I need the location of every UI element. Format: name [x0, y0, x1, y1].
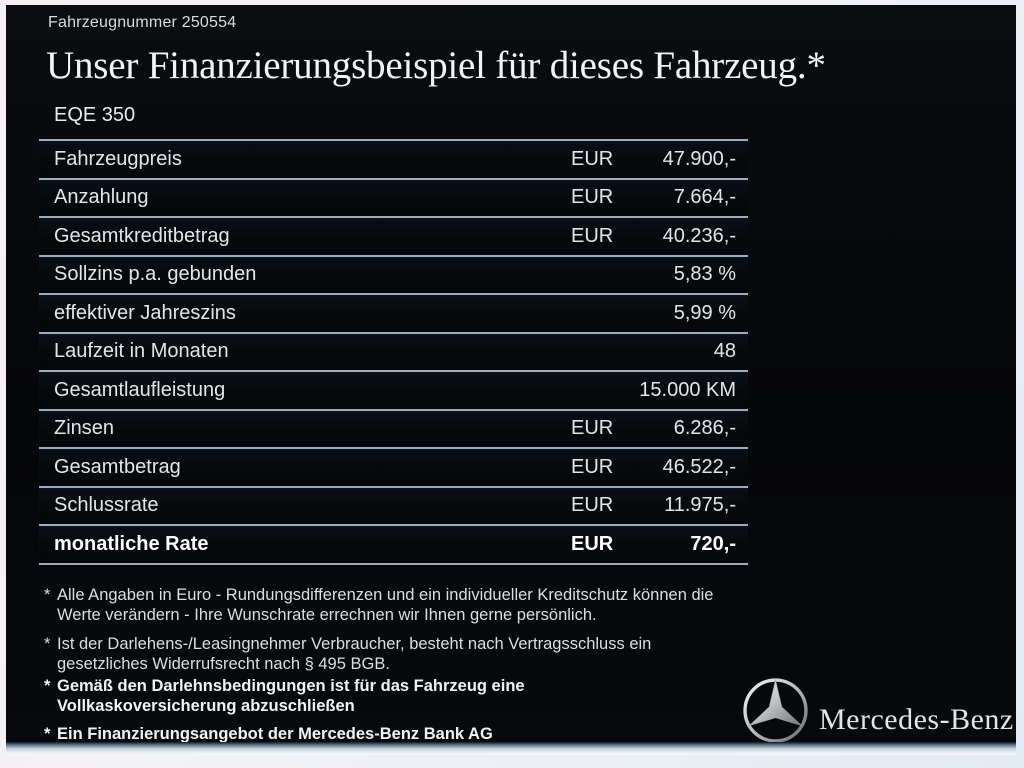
footnote: * Ein Finanzierungsangebot der Mercedes-… [44, 724, 744, 744]
row-value: 15.000 KM [639, 378, 736, 401]
row-label: Anzahlung [54, 186, 149, 209]
row-value: 5,99 % [673, 301, 736, 324]
table-row: Gesamtbetrag EUR 46.522,- [39, 447, 748, 486]
row-currency: EUR [571, 494, 614, 517]
vehicle-model: EQE 350 [54, 104, 136, 126]
row-label: effektiver Jahreszins [54, 301, 236, 324]
footnote-text: Gemäß den Darlehnsbedingungen ist für da… [57, 677, 525, 715]
row-value: 5,83 % [673, 263, 736, 286]
row-label: Laufzeit in Monaten [54, 340, 229, 363]
row-currency: EUR [571, 455, 614, 478]
row-label: Gesamtkreditbetrag [54, 224, 230, 247]
footnote: * Gemäß den Darlehnsbedingungen ist für … [44, 676, 744, 716]
table-row: Zinsen EUR 6.286,- [39, 408, 748, 447]
row-value: 11.975,- [664, 494, 736, 517]
row-currency: EUR [571, 186, 614, 209]
mercedes-star-icon [743, 678, 808, 743]
table-row: Schlussrate EUR 11.975,- [39, 485, 748, 524]
row-value: 48 [713, 340, 736, 363]
footnote-marker: * [44, 725, 51, 743]
table-row: Laufzeit in Monaten 48 [39, 331, 748, 370]
page-title: Unser Finanzierungsbeispiel für dieses F… [46, 44, 826, 87]
vehicle-number: Fahrzeugnummer 250554 [48, 14, 237, 31]
row-label: Zinsen [54, 417, 115, 440]
row-label: Sollzins p.a. gebunden [54, 263, 257, 286]
row-value: 6.286,- [673, 417, 736, 440]
table-row: Gesamtkreditbetrag EUR 40.236,- [39, 216, 748, 255]
row-currency: EUR [571, 224, 614, 247]
footnote-marker: * [44, 635, 51, 653]
row-value: 40.236,- [662, 224, 736, 247]
row-value: 7.664,- [673, 186, 736, 209]
footnote: * Ist der Darlehens-/Leasingnehmer Verbr… [44, 634, 744, 674]
row-currency: EUR [571, 147, 614, 170]
table-row: monatliche Rate EUR 720,- [39, 524, 748, 563]
table-row: Gesamtlaufleistung 15.000 KM [39, 370, 748, 409]
footnote-text: Ein Finanzierungsangebot der Mercedes-Be… [57, 725, 493, 743]
finance-table: Fahrzeugpreis EUR 47.900,- Anzahlung EUR… [39, 139, 748, 565]
row-value: 47.900,- [662, 147, 736, 170]
row-currency: EUR [571, 417, 614, 440]
row-value: 46.522,- [662, 455, 736, 478]
footnote-marker: * [44, 677, 51, 695]
row-label: Gesamtbetrag [54, 455, 181, 478]
row-label: Fahrzeugpreis [54, 147, 182, 170]
row-value: 720,- [690, 532, 736, 555]
finance-sheet: Fahrzeugnummer 250554 Unser Finanzierung… [6, 5, 1016, 755]
table-row: Sollzins p.a. gebunden 5,83 % [39, 254, 748, 293]
footnote-text: Alle Angaben in Euro - Rundungsdifferenz… [57, 586, 714, 624]
row-label: Gesamtlaufleistung [54, 378, 226, 401]
row-label: monatliche Rate [54, 532, 209, 555]
row-label: Schlussrate [54, 494, 159, 517]
brand-name: Mercedes-Benz [819, 703, 1014, 736]
bottom-edge-strip [6, 742, 1016, 755]
table-row: Anzahlung EUR 7.664,- [39, 177, 748, 216]
table-row: effektiver Jahreszins 5,99 % [39, 293, 748, 332]
footnote-marker: * [44, 586, 51, 604]
footnotes: * Alle Angaben in Euro - Rundungsdiffere… [44, 585, 744, 752]
footnote-text: Ist der Darlehens-/Leasingnehmer Verbrau… [57, 635, 652, 673]
row-currency: EUR [571, 532, 614, 555]
table-row: Fahrzeugpreis EUR 47.900,- [39, 139, 748, 178]
footnote: * Alle Angaben in Euro - Rundungsdiffere… [44, 585, 744, 625]
